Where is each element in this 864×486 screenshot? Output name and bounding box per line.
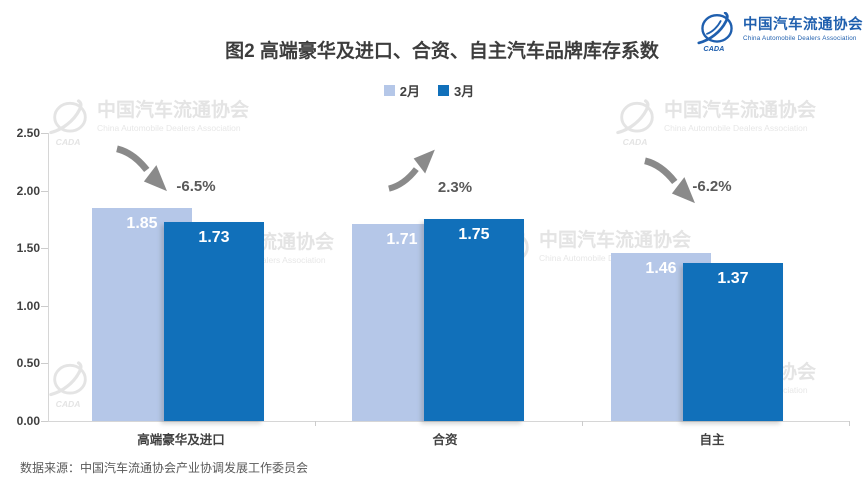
cada-watermark-wordmark: CADA [623, 137, 648, 146]
watermark-en: China Automobile Dealers Association [664, 123, 808, 133]
cada-watermark-icon: CADA [49, 99, 87, 146]
bar-value-label: 1.85 [126, 214, 158, 232]
cada-watermark: CADA 中国汽车流通协会 China Automobile Dealers As… [48, 98, 249, 146]
bar-value-label: 1.73 [198, 228, 230, 246]
legend-label: 3月 [454, 84, 475, 99]
bar-value-label: 1.46 [645, 259, 677, 277]
legend-swatch-icon [438, 85, 449, 96]
legend-swatch-icon [383, 85, 395, 96]
change-arrow-icon [384, 147, 438, 193]
chart-legend: 2月 3月 [0, 81, 858, 100]
y-tick-mark [41, 305, 48, 307]
cada-wordmark: CADA [703, 44, 724, 52]
bar-value-label: 1.75 [458, 226, 490, 244]
cada-logo: CADA 中国汽车流通协会 China Automobile Dealers A… [694, 12, 863, 52]
cada-logo-name-en: China Automobile Dealers Association [743, 35, 857, 42]
change-label: 2.3% [437, 179, 473, 196]
watermark-zh: 中国汽车流通协会 [539, 230, 692, 251]
cada-logo-text: 中国汽车流通协会 China Automobile Dealers Associ… [743, 12, 863, 43]
watermark-zh: 中国汽车流通协会 [664, 100, 817, 121]
cada-watermark-icon: CADA [616, 99, 654, 146]
bar-value-label: 1.71 [386, 231, 418, 248]
y-tick-mark [41, 363, 48, 365]
y-tick-label: 0.00 [16, 414, 40, 428]
y-tick-mark [41, 190, 48, 192]
change-arrow-icon [640, 156, 698, 206]
change-label: -6.2% [692, 178, 732, 195]
y-tick-mark [41, 248, 48, 250]
bar-mar-0: 1.73 [164, 221, 264, 421]
legend-item-0: 2月 [383, 81, 420, 100]
bar-value-label: 1.37 [717, 270, 749, 288]
y-tick-mark [41, 421, 48, 422]
watermark-zh: 中国汽车流通协会 [97, 100, 250, 121]
change-arrow-icon [112, 144, 170, 194]
cada-watermark-wordmark: CADA [56, 137, 81, 146]
change-label: -6.5% [176, 178, 216, 195]
cada-watermark-wordmark: CADA [56, 399, 81, 408]
x-tick-mark [849, 421, 850, 426]
x-tick-mark [582, 421, 583, 426]
bar-mar-1: 1.75 [424, 219, 524, 421]
x-category-label-2: 自主 [699, 433, 725, 447]
y-tick-mark [41, 133, 48, 134]
cada-logo-name-zh: 中国汽车流通协会 [743, 17, 863, 33]
bar-mar-2: 1.37 [683, 263, 783, 421]
y-tick-label: 1.50 [16, 241, 40, 256]
legend-item-1: 3月 [438, 81, 474, 100]
y-tick-label: 2.50 [16, 126, 40, 140]
y-tick-label: 0.50 [16, 356, 40, 371]
y-tick-label: 2.00 [16, 183, 40, 198]
x-category-label-0: 高端豪华及进口 [137, 433, 225, 447]
y-tick-label: 1.00 [16, 298, 40, 313]
y-axis-line [48, 133, 49, 421]
x-tick-mark [315, 421, 316, 426]
x-category-label-1: 合资 [432, 433, 458, 447]
chart-title: 图2 高端豪华及进口、合资、自主汽车品牌库存系数 [225, 41, 659, 62]
cada-watermark-icon: CADA [49, 361, 87, 408]
legend-label: 2月 [399, 84, 420, 99]
x-axis-line [48, 421, 850, 422]
data-source-note: 数据来源：中国汽车流通协会产业协调发展工作委员会 [20, 461, 309, 475]
cada-watermark: CADA 中国汽车流通协会 China Automobile Dealers As… [615, 98, 816, 146]
cada-logo-icon: CADA [697, 12, 733, 52]
watermark-en: China Automobile Dealers Association [97, 123, 241, 133]
